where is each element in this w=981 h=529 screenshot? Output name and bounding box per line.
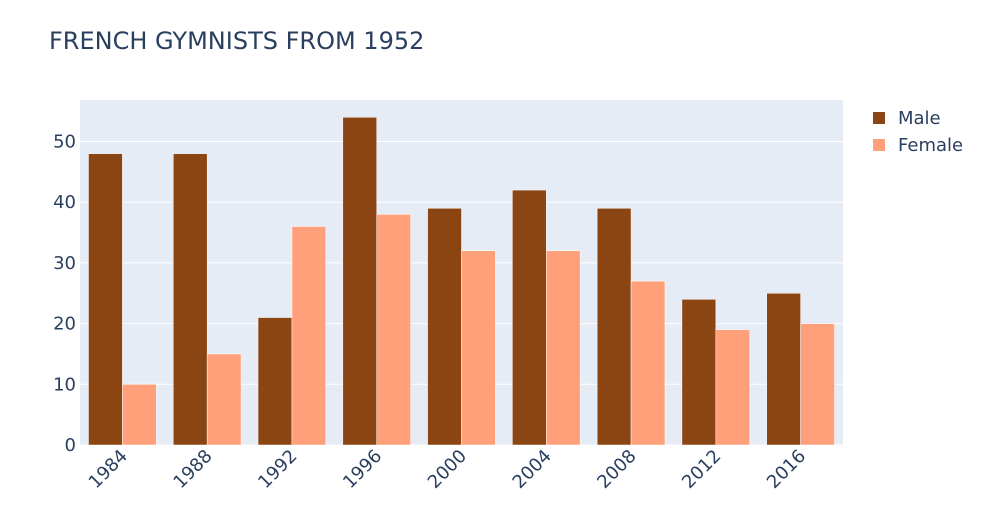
x-tick-label: 1988 xyxy=(169,446,216,493)
y-tick-label: 30 xyxy=(53,253,76,274)
bar-female-2008[interactable] xyxy=(630,280,666,446)
bar-male-2008[interactable] xyxy=(596,208,632,446)
legend-label-female[interactable]: Female xyxy=(898,135,963,156)
x-tick-label: 2004 xyxy=(509,446,556,493)
bar-male-1996[interactable] xyxy=(342,116,377,446)
bar-male-2016[interactable] xyxy=(766,293,801,446)
bar-female-1996[interactable] xyxy=(376,214,411,446)
y-tick-label: 10 xyxy=(53,374,76,395)
y-tick-label: 0 xyxy=(65,435,76,456)
legend-label-male[interactable]: Male xyxy=(898,108,941,129)
y-axis-ticks: 0 10 20 30 40 50 xyxy=(53,132,76,456)
legend-swatch-male[interactable] xyxy=(873,112,885,124)
legend-swatch-female[interactable] xyxy=(873,139,885,151)
y-tick-label: 20 xyxy=(53,314,76,335)
bar-male-1984[interactable] xyxy=(88,153,123,446)
bar-female-2012[interactable] xyxy=(715,329,750,446)
x-tick-label: 1984 xyxy=(85,446,132,493)
bar-male-2004[interactable] xyxy=(512,189,547,446)
bar-male-2000[interactable] xyxy=(427,208,462,446)
y-tick-label: 50 xyxy=(53,132,76,153)
bar-female-1988[interactable] xyxy=(206,353,242,446)
bar-male-2012[interactable] xyxy=(681,299,717,446)
bar-female-1992[interactable] xyxy=(291,226,327,446)
x-tick-label: 2008 xyxy=(593,446,640,493)
x-tick-label: 2016 xyxy=(763,446,810,493)
bar-female-1984[interactable] xyxy=(122,384,157,446)
x-tick-label: 1996 xyxy=(339,446,386,493)
chart-title: FRENCH GYMNISTS FROM 1952 xyxy=(49,27,424,55)
y-tick-label: 40 xyxy=(53,192,76,213)
bars xyxy=(88,116,835,446)
bar-male-1988[interactable] xyxy=(173,153,208,446)
x-tick-label: 2012 xyxy=(678,446,725,493)
x-tick-label: 2000 xyxy=(424,446,471,493)
bar-female-2004[interactable] xyxy=(546,250,581,446)
legend[interactable]: Male Female xyxy=(873,108,963,156)
bar-female-2000[interactable] xyxy=(461,250,496,446)
x-axis-ticks: 1984 1988 1992 1996 2000 2004 2008 2012 2016 xyxy=(85,446,810,493)
bar-female-2016[interactable] xyxy=(800,323,835,446)
x-tick-label: 1992 xyxy=(254,446,301,493)
bar-male-1992[interactable] xyxy=(257,317,293,446)
